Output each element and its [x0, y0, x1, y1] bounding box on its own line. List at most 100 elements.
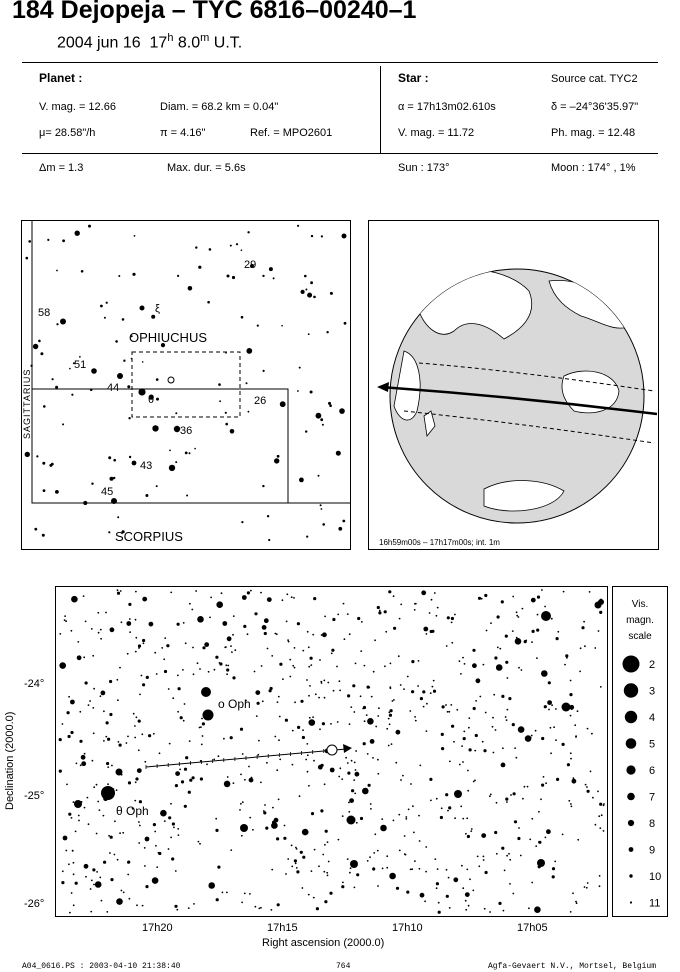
detail-star: [293, 597, 295, 599]
x-axis-label: Right ascension (2000.0): [262, 937, 385, 949]
detail-star: [134, 650, 137, 653]
finder-star: [262, 274, 265, 278]
star-phmag: Ph. mag. = 12.48: [551, 127, 636, 139]
finder-star: [47, 238, 50, 241]
detail-star: [297, 725, 301, 729]
detail-star: [598, 885, 601, 888]
detail-star: [151, 877, 159, 884]
detail-star: [515, 636, 518, 639]
detail-star: [122, 831, 125, 834]
detail-star: [378, 609, 381, 612]
finder-star: [184, 451, 188, 455]
detail-star: [284, 718, 288, 722]
detail-star: [419, 697, 423, 701]
detail-star: [148, 734, 152, 738]
detail-star: [320, 682, 323, 684]
detail-star: [312, 716, 314, 718]
detail-star: [145, 675, 149, 679]
finder-star: [218, 383, 221, 386]
detail-star: [465, 908, 468, 911]
star-label-theta: θ: [148, 394, 154, 406]
detail-star: [369, 856, 371, 858]
detail-star: [390, 743, 393, 745]
detail-star: [569, 704, 575, 710]
detail-star: [555, 637, 559, 641]
detail-star: [355, 750, 357, 752]
detail-star: [326, 841, 329, 843]
detail-star: [136, 768, 142, 773]
detail-star: [206, 763, 208, 766]
detail-star: [425, 633, 428, 635]
detail-star: [322, 632, 327, 638]
detail-star: [137, 644, 142, 648]
detail-star: [514, 747, 516, 749]
detail-star: [118, 743, 122, 747]
detail-star: [440, 807, 443, 810]
detail-star: [599, 610, 603, 614]
finder-star: [175, 461, 178, 464]
detail-star: [503, 869, 506, 872]
detail-star: [384, 665, 386, 668]
detail-star: [271, 822, 278, 829]
detail-star: [292, 664, 295, 667]
detail-star: [506, 677, 509, 679]
detail-star: [591, 732, 593, 735]
detail-star: [320, 680, 323, 683]
detail-star: [182, 669, 184, 671]
finder-star: [121, 530, 125, 534]
detail-star: [468, 717, 471, 719]
detail-star: [409, 868, 412, 871]
detail-star: [263, 811, 267, 815]
scale-label-2: 2: [649, 659, 655, 671]
detail-star: [462, 656, 464, 659]
detail-star: [177, 834, 180, 836]
detail-star: [509, 883, 511, 885]
detail-star: [155, 844, 157, 847]
detail-star: [276, 769, 279, 772]
detail-star: [489, 795, 491, 798]
detail-star: [158, 851, 162, 856]
finder-star: [36, 455, 39, 458]
detail-star: [254, 612, 258, 616]
detail-star: [524, 735, 532, 742]
finder-star: [51, 378, 54, 381]
finder-star: [224, 411, 227, 414]
detail-star: [498, 901, 502, 905]
planet-parallax: π = 4.16": [160, 127, 206, 139]
detail-star: [441, 747, 445, 751]
constellation-boundary: [31, 221, 350, 504]
finder-star: [298, 366, 301, 369]
detail-star: [592, 796, 594, 799]
detail-star: [301, 887, 304, 889]
planet-motion: μ= 28.58"/h: [39, 127, 96, 139]
detail-star: [321, 722, 325, 726]
detail-star: [89, 700, 91, 702]
detail-star: [141, 733, 144, 736]
detail-star: [323, 783, 326, 786]
detail-star: [450, 616, 454, 621]
star-right-ascension: α = 17h13m02.610s: [398, 101, 496, 113]
detail-star: [388, 711, 391, 714]
finder-star: [117, 516, 120, 519]
finder-star: [322, 523, 326, 526]
detail-star: [494, 729, 497, 731]
event-datetime: 2004 jun 16 17h 8.0m U.T.: [57, 32, 243, 52]
detail-star: [161, 647, 164, 649]
detail-star: [87, 704, 90, 706]
finder-star: [225, 352, 227, 354]
detail-star: [260, 665, 263, 667]
detail-star: [135, 590, 137, 593]
occultation-track: [380, 385, 658, 416]
detail-star: [511, 723, 515, 727]
star-declination: δ = –24°36'35.97": [551, 101, 639, 113]
detail-star: [330, 723, 332, 725]
finder-star: [186, 494, 189, 497]
detail-star: [376, 605, 380, 610]
detail-star: [127, 873, 130, 876]
detail-star: [377, 758, 379, 761]
detail-star: [323, 679, 326, 682]
detail-star: [226, 891, 228, 894]
detail-star: [381, 818, 384, 820]
detail-star: [399, 684, 402, 686]
detail-star: [148, 621, 154, 627]
